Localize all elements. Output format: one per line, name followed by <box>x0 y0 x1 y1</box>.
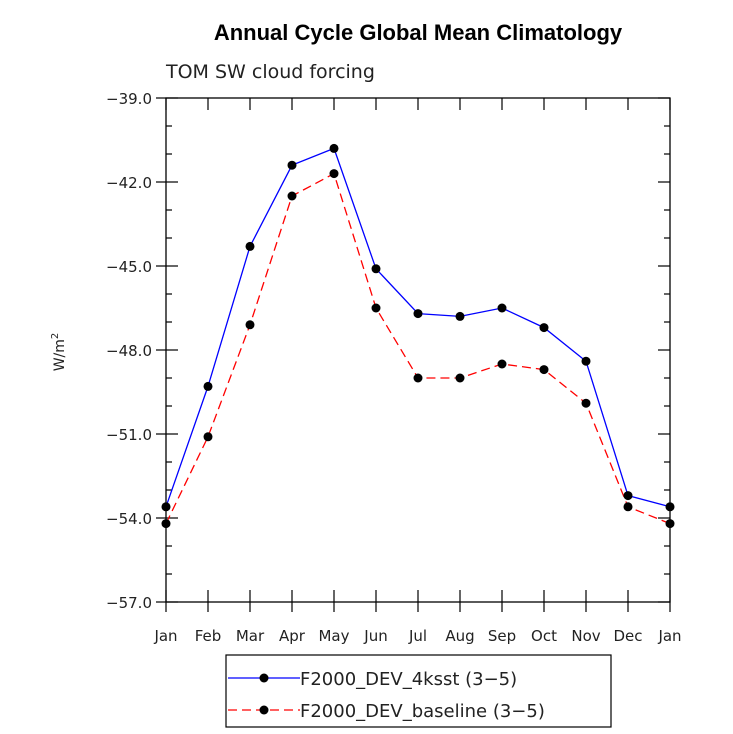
y-tick-label: −39.0 <box>106 90 152 108</box>
y-tick-label: −42.0 <box>106 174 152 192</box>
x-tick-label: Sep <box>488 627 516 645</box>
data-point-series-2 <box>623 502 633 512</box>
data-point-series-2 <box>161 519 171 529</box>
data-point-series-2 <box>665 519 675 529</box>
legend-marker-series-1 <box>259 673 269 683</box>
data-point-series-1 <box>581 356 591 366</box>
x-tick-label: Apr <box>279 627 306 645</box>
data-point-series-1 <box>203 381 213 391</box>
data-point-series-2 <box>203 432 213 442</box>
chart-title: Annual Cycle Global Mean Climatology <box>214 20 623 45</box>
data-point-series-1 <box>623 491 633 501</box>
data-point-series-1 <box>497 303 507 313</box>
data-point-series-2 <box>539 365 549 375</box>
data-point-series-2 <box>413 373 423 383</box>
legend-marker-series-2 <box>259 705 269 715</box>
x-tick-label: Dec <box>613 627 642 645</box>
y-tick-label: −54.0 <box>106 510 152 528</box>
x-tick-label: Jul <box>408 627 427 645</box>
data-point-series-1 <box>455 311 465 321</box>
data-point-series-1 <box>245 241 255 251</box>
y-tick-labels: −39.0 −42.0 −45.0 −48.0 −51.0 −54.0 −57.0 <box>106 90 152 612</box>
data-point-series-2 <box>329 169 339 179</box>
legend-entry-1: F2000_DEV_4ksst (3−5) <box>228 669 517 690</box>
chart-subtitle: TOM SW cloud forcing <box>165 61 375 83</box>
series-layer <box>161 143 675 529</box>
data-point-series-2 <box>371 303 381 313</box>
y-tick-label: −48.0 <box>106 342 152 360</box>
x-tick-label: Feb <box>195 627 222 645</box>
data-point-series-1 <box>329 143 339 153</box>
data-point-series-2 <box>497 359 507 369</box>
series-line-2 <box>165 172 671 525</box>
legend-box <box>225 654 612 728</box>
y-tick-label: −51.0 <box>106 426 152 444</box>
x-tick-label: Jun <box>363 627 387 645</box>
x-tick-label: Jan <box>153 627 177 645</box>
x-tick-label: Jan <box>657 627 681 645</box>
y-axis-label-unit: W/m <box>52 339 68 371</box>
x-tick-label: Nov <box>571 627 600 645</box>
data-point-series-1 <box>161 502 171 512</box>
x-tick-label: Aug <box>445 627 474 645</box>
data-point-series-1 <box>287 160 297 170</box>
x-tick-label: Mar <box>236 627 265 645</box>
x-tick-label: Oct <box>531 627 557 645</box>
legend-label-series-1: F2000_DEV_4ksst (3−5) <box>300 669 517 690</box>
data-point-series-2 <box>581 398 591 408</box>
y-axis-label: W/m2 <box>50 333 68 372</box>
y-axis-ticks <box>156 97 670 603</box>
data-point-series-1 <box>371 264 381 274</box>
data-point-series-2 <box>287 191 297 201</box>
data-point-series-2 <box>455 373 465 383</box>
y-axis-label-superscript: 2 <box>50 333 61 339</box>
data-point-series-1 <box>665 502 675 512</box>
y-tick-label: −45.0 <box>106 258 152 276</box>
data-point-series-1 <box>413 309 423 319</box>
series-line-1 <box>165 147 671 508</box>
x-axis-ticks <box>165 98 671 612</box>
data-point-series-1 <box>539 323 549 333</box>
legend-entry-2: F2000_DEV_baseline (3−5) <box>228 701 545 722</box>
y-tick-label: −57.0 <box>106 594 152 612</box>
legend-label-series-2: F2000_DEV_baseline (3−5) <box>300 701 545 722</box>
plot-frame <box>165 97 671 603</box>
data-point-series-2 <box>245 320 255 330</box>
x-tick-label: May <box>318 627 349 645</box>
x-tick-labels: Jan Feb Mar Apr May Jun Jul Aug Sep Oct Nov Dec Jan <box>153 627 681 645</box>
